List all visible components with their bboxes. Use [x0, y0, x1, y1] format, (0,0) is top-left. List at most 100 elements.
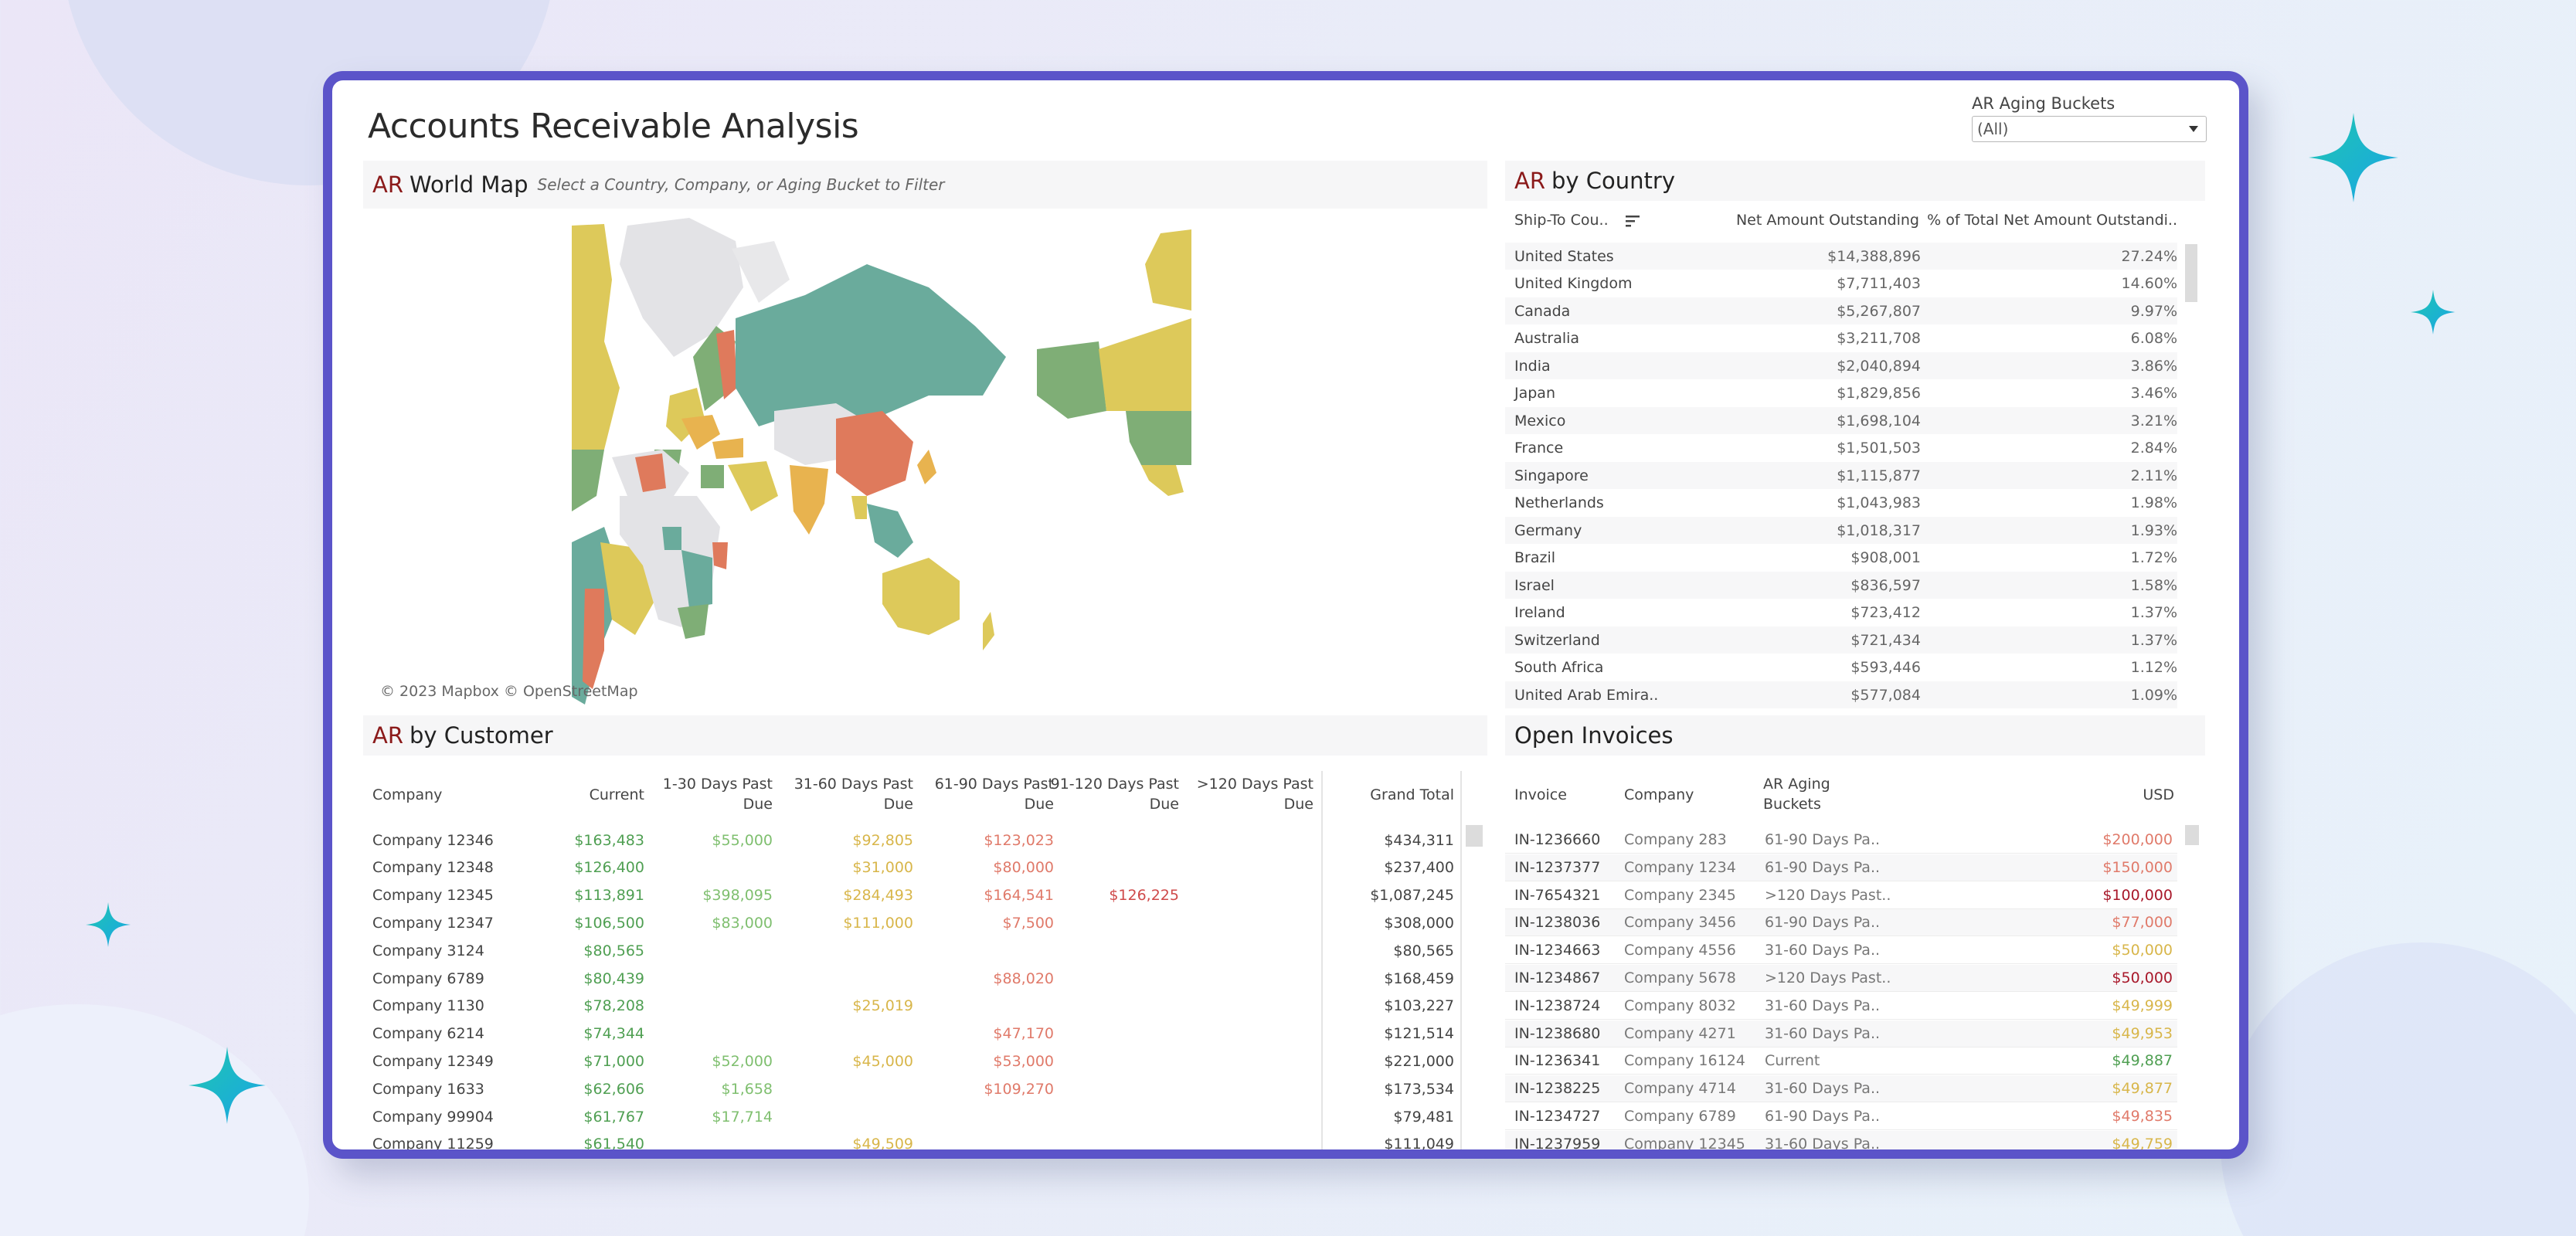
aging-amount-d61_90[interactable]: $47,170	[993, 1025, 1054, 1043]
column-header-country[interactable]: Ship-To Cou..	[1514, 210, 1641, 230]
column-header-company[interactable]: Company	[1624, 786, 1694, 803]
aging-amount-current[interactable]: $62,606	[583, 1080, 644, 1098]
customer-row[interactable]: Company 1633 $62,606 $1,658 $109,270 $173,53…	[363, 1075, 1460, 1102]
aging-amount-d31_60[interactable]: $25,019	[852, 997, 913, 1015]
aging-amount-d31_60[interactable]: $49,509	[852, 1136, 913, 1153]
open-invoices-table: Invoice Company AR Aging Buckets USD IN-1…	[1505, 757, 2205, 1149]
column-header-aging-bucket[interactable]: AR Aging Buckets	[1763, 776, 1830, 813]
aging-amount-d1_30[interactable]: $1,658	[721, 1080, 773, 1098]
customer-row[interactable]: Company 1130 $78,208 $25,019 $103,227	[363, 993, 1460, 1020]
column-header-61-90[interactable]: 61-90 Days Past Due	[934, 776, 1054, 813]
aging-amount-d1_30[interactable]: $52,000	[712, 1052, 773, 1070]
country-row[interactable]: Brazil $908,001 1.72%	[1505, 544, 2177, 572]
aging-amount-d1_30[interactable]: $55,000	[712, 831, 773, 849]
scrollbar-thumb[interactable]	[2185, 244, 2197, 302]
aging-amount-d61_90[interactable]: $80,000	[993, 859, 1054, 877]
invoice-row[interactable]: IN-1237959 Company 12345 31-60 Days Pa.. $4…	[1505, 1130, 2177, 1149]
aging-amount-d61_90[interactable]: $164,541	[984, 887, 1054, 905]
invoice-row[interactable]: IN-1238724 Company 8032 31-60 Days Pa.. $49…	[1505, 992, 2177, 1020]
invoice-row[interactable]: IN-1236660 Company 283 61-90 Days Pa.. $200…	[1505, 827, 2177, 854]
world-map-shapes[interactable]	[372, 218, 1497, 712]
aging-amount-d1_30[interactable]: $83,000	[712, 914, 773, 932]
aging-amount-d91_120[interactable]: $126,225	[1109, 887, 1179, 905]
aging-amount-d31_60[interactable]: $31,000	[852, 859, 913, 877]
country-row[interactable]: Switzerland $721,434 1.37%	[1505, 626, 2177, 654]
invoice-row[interactable]: IN-1238036 Company 3456 61-90 Days Pa.. $77…	[1505, 909, 2177, 937]
invoice-row[interactable]: IN-1234867 Company 5678 >120 Days Past.. $5…	[1505, 965, 2177, 992]
aging-amount-current[interactable]: $61,767	[583, 1108, 644, 1126]
country-row[interactable]: United States $14,388,896 27.24%	[1505, 243, 2177, 270]
country-row[interactable]: Israel $836,597 1.58%	[1505, 572, 2177, 599]
aging-amount-d31_60[interactable]: $92,805	[852, 831, 913, 849]
invoice-row[interactable]: IN-1238225 Company 4714 31-60 Days Pa.. $49…	[1505, 1075, 2177, 1103]
aging-amount-current[interactable]: $163,483	[574, 831, 644, 849]
aging-amount-d61_90[interactable]: $123,023	[984, 831, 1054, 849]
aging-amount-d31_60[interactable]: $284,493	[843, 887, 913, 905]
invoice-row[interactable]: IN-1237377 Company 1234 61-90 Days Pa.. $15…	[1505, 854, 2177, 881]
aging-amount-d1_30[interactable]: $17,714	[712, 1108, 773, 1126]
aging-amount-d1_30[interactable]: $398,095	[702, 887, 773, 905]
aging-amount-current[interactable]: $113,891	[574, 887, 644, 905]
aging-amount-current[interactable]: $80,565	[583, 942, 644, 959]
customer-row[interactable]: Company 11259 $61,540 $49,509 $111,049	[363, 1131, 1460, 1153]
country-row[interactable]: Japan $1,829,856 3.46%	[1505, 379, 2177, 407]
customer-row[interactable]: Company 12347 $106,500 $83,000 $111,000 $7,5…	[363, 909, 1460, 936]
aging-amount-d61_90[interactable]: $7,500	[1002, 914, 1054, 932]
aging-amount-d61_90[interactable]: $53,000	[993, 1052, 1054, 1070]
column-header-1-30[interactable]: 1-30 Days Past Due	[662, 776, 773, 813]
country-row[interactable]: Germany $1,018,317 1.93%	[1505, 517, 2177, 544]
column-header-31-60[interactable]: 31-60 Days Past Due	[794, 776, 913, 813]
country-row[interactable]: South Africa $593,446 1.12%	[1505, 654, 2177, 681]
country-row[interactable]: Netherlands $1,043,983 1.98%	[1505, 489, 2177, 517]
world-map-header: AR World Map Select a Country, Company, …	[363, 161, 1487, 209]
scrollbar-thumb[interactable]	[2185, 825, 2199, 845]
customer-row[interactable]: Company 12349 $71,000 $52,000 $45,000 $53,00…	[363, 1048, 1460, 1075]
customer-row[interactable]: Company 12346 $163,483 $55,000 $92,805 $123,…	[363, 827, 1460, 854]
country-row[interactable]: Ireland $723,412 1.37%	[1505, 599, 2177, 626]
invoice-row[interactable]: IN-1234663 Company 4556 31-60 Days Pa.. $50…	[1505, 937, 2177, 965]
column-header-pct-total[interactable]: % of Total Net Amount Outstandi..	[1927, 212, 2177, 229]
sort-icon[interactable]	[1624, 213, 1641, 229]
invoice-row[interactable]: IN-1236341 Company 16124 Current $49,887	[1505, 1048, 2177, 1075]
column-header-invoice[interactable]: Invoice	[1514, 786, 1567, 803]
column-header-over-120[interactable]: >120 Days Past Due	[1196, 776, 1313, 813]
aging-bucket-dropdown[interactable]: (All)	[1972, 116, 2207, 142]
column-header-grand-total[interactable]: Grand Total	[1370, 786, 1454, 803]
customer-row[interactable]: Company 12345 $113,891 $398,095 $284,493 $16…	[363, 882, 1460, 909]
invoice-row[interactable]: IN-1234727 Company 6789 61-90 Days Pa.. $49…	[1505, 1103, 2177, 1130]
column-header-current[interactable]: Current	[589, 786, 644, 803]
customer-row[interactable]: Company 6789 $80,439 $88,020 $168,459	[363, 965, 1460, 992]
scrollbar-thumb[interactable]	[1466, 825, 1483, 847]
aging-amount-current[interactable]: $61,540	[583, 1136, 644, 1153]
customer-row[interactable]: Company 3124 $80,565 $80,565	[363, 937, 1460, 964]
aging-amount-current[interactable]: $78,208	[583, 997, 644, 1015]
aging-amount-current[interactable]: $106,500	[574, 914, 644, 932]
country-row[interactable]: India $2,040,894 3.86%	[1505, 352, 2177, 379]
column-header-usd[interactable]: USD	[2143, 786, 2174, 803]
aging-amount-current[interactable]: $126,400	[574, 859, 644, 877]
aging-amount-d61_90[interactable]: $88,020	[993, 969, 1054, 987]
aging-amount-d61_90[interactable]: $109,270	[984, 1080, 1054, 1098]
aging-amount-current[interactable]: $74,344	[583, 1025, 644, 1043]
column-header-company[interactable]: Company	[372, 786, 443, 803]
country-row[interactable]: France $1,501,503 2.84%	[1505, 434, 2177, 462]
aging-amount-d31_60[interactable]: $45,000	[852, 1052, 913, 1070]
country-row[interactable]: United Kingdom $7,711,403 14.60%	[1505, 270, 2177, 297]
aging-amount-current[interactable]: $71,000	[583, 1052, 644, 1070]
customer-row[interactable]: Company 99904 $61,767 $17,714 $79,481	[363, 1103, 1460, 1130]
customer-row[interactable]: Company 12348 $126,400 $31,000 $80,000 $237,…	[363, 854, 1460, 881]
country-row[interactable]: Canada $5,267,807 9.97%	[1505, 297, 2177, 324]
column-header-91-120[interactable]: 91-120 Days Past Due	[1050, 776, 1179, 813]
invoice-row[interactable]: IN-1238680 Company 4271 31-60 Days Pa.. $49…	[1505, 1020, 2177, 1048]
world-map[interactable]	[372, 218, 1497, 712]
aging-amount-current[interactable]: $80,439	[583, 969, 644, 987]
invoice-aging-bucket: 31-60 Days Pa..	[1765, 997, 1881, 1014]
column-header-net-amount[interactable]: Net Amount Outstanding	[1735, 212, 1919, 229]
country-row[interactable]: Mexico $1,698,104 3.21%	[1505, 407, 2177, 434]
country-row[interactable]: Singapore $1,115,877 2.11%	[1505, 462, 2177, 489]
country-row[interactable]: Australia $3,211,708 6.08%	[1505, 324, 2177, 352]
customer-row[interactable]: Company 6214 $74,344 $47,170 $121,514	[363, 1020, 1460, 1048]
country-row[interactable]: United Arab Emira.. $577,084 1.09%	[1505, 681, 2177, 708]
aging-amount-d31_60[interactable]: $111,000	[843, 914, 913, 932]
invoice-row[interactable]: IN-7654321 Company 2345 >120 Days Past.. $1…	[1505, 881, 2177, 909]
